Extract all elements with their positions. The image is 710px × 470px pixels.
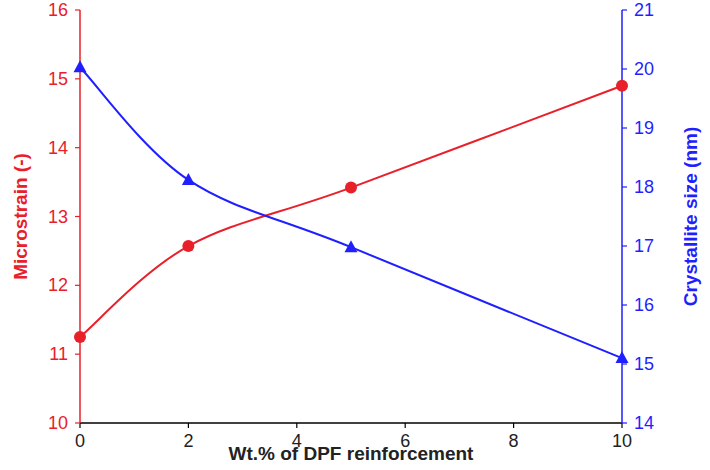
chart: 0246810101112131415161415161718192021Wt.…	[0, 0, 710, 470]
series-marker	[182, 240, 194, 252]
y2-tick-label: 19	[634, 118, 654, 138]
series-marker	[182, 173, 195, 185]
series-marker	[345, 240, 358, 252]
y2-tick	[622, 245, 627, 246]
y2-tick	[622, 127, 627, 128]
y-tick	[75, 216, 80, 217]
series-marker	[74, 331, 86, 343]
y2-tick	[622, 9, 627, 10]
y2-tick-label: 14	[634, 413, 654, 433]
y-tick-label: 10	[48, 413, 68, 433]
x-tick-label: 8	[509, 431, 519, 451]
y2-axis-label: Crystallite size (nm)	[680, 127, 701, 307]
x-tick-label: 10	[612, 431, 632, 451]
x-tick	[513, 423, 514, 428]
y-tick	[75, 354, 80, 355]
x-tick	[188, 423, 189, 428]
series-line	[80, 86, 622, 337]
y2-tick-label: 16	[634, 295, 654, 315]
y-tick	[75, 78, 80, 79]
x-axis-label: Wt.% of DPF reinforcement	[229, 443, 475, 464]
x-tick	[405, 423, 406, 428]
y2-tick	[622, 186, 627, 187]
y2-tick	[622, 422, 627, 423]
y-tick	[75, 285, 80, 286]
series-line	[80, 67, 622, 358]
series-marker	[345, 182, 357, 194]
y2-tick-label: 15	[634, 354, 654, 374]
y-tick-label: 11	[49, 344, 68, 364]
x-tick-label: 0	[75, 431, 85, 451]
y-axis-label: Microstrain (-)	[10, 153, 31, 280]
y2-tick-label: 20	[634, 59, 654, 79]
x-tick-label: 2	[183, 431, 193, 451]
y-tick-label: 14	[48, 138, 68, 158]
y-tick	[75, 422, 80, 423]
series-marker	[616, 80, 628, 92]
y-tick-label: 12	[48, 275, 68, 295]
series-marker	[616, 351, 629, 363]
x-axis	[80, 422, 622, 424]
x-tick	[296, 423, 297, 428]
y2-tick	[622, 68, 627, 69]
plot-area	[74, 60, 629, 363]
y2-tick	[622, 304, 627, 305]
y-tick-label: 16	[48, 0, 68, 20]
y-tick-label: 13	[48, 207, 68, 227]
y2-tick-label: 17	[634, 236, 654, 256]
y-tick	[75, 147, 80, 148]
y-tick-label: 15	[48, 69, 68, 89]
y-tick	[75, 9, 80, 10]
y2-tick-label: 21	[634, 0, 654, 20]
y2-tick-label: 18	[634, 177, 654, 197]
y2-tick	[622, 363, 627, 364]
x-tick	[79, 423, 80, 428]
series-marker	[74, 60, 87, 72]
x-tick	[621, 423, 622, 428]
